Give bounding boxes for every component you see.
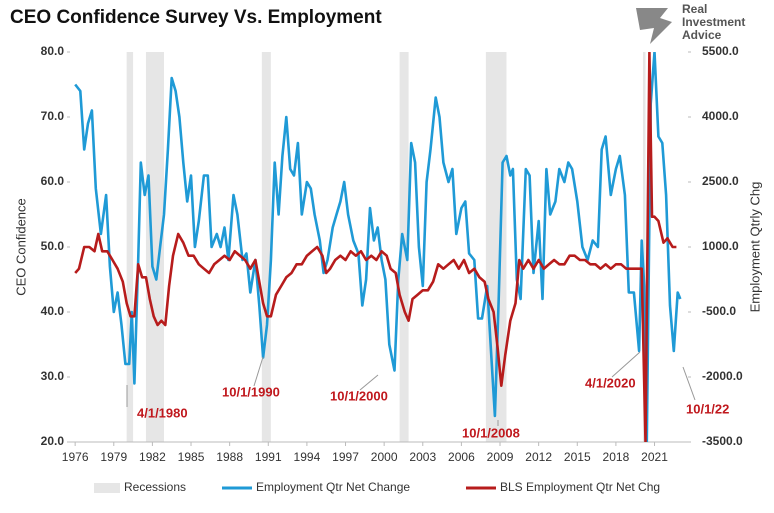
x-tick-label: 1991	[255, 450, 282, 464]
x-tick-label: 2003	[409, 450, 436, 464]
x-tick-label: 1982	[139, 450, 166, 464]
y2-tick-label: 1000.0	[702, 239, 739, 253]
chart-title: CEO Confidence Survey Vs. Employment	[10, 7, 382, 28]
y-tick-label: 60.0	[41, 174, 65, 188]
annotation: 10/1/2008	[462, 425, 520, 440]
y-tick-label: 40.0	[41, 304, 65, 318]
legend-label: Recessions	[124, 480, 186, 494]
y-tick-label: 50.0	[41, 239, 65, 253]
annotation: 10/1/2000	[330, 388, 388, 403]
y2-tick-label: -3500.0	[702, 434, 743, 448]
series-line	[74, 52, 677, 442]
legend-label: BLS Employment Qtr Net Chg	[500, 480, 660, 494]
x-tick-label: 2015	[564, 450, 591, 464]
x-tick-label: 1979	[100, 450, 127, 464]
legend-label: Employment Qtr Net Change	[256, 480, 410, 494]
annotation-leader	[359, 374, 379, 391]
logo-text: Investment	[682, 15, 745, 29]
annotation-leader	[682, 366, 696, 401]
annotation: 10/1/22	[686, 401, 729, 416]
x-tick-label: 2009	[487, 450, 514, 464]
y-tick-label: 20.0	[41, 434, 65, 448]
y-axis-label: CEO Confidence	[13, 198, 28, 296]
annotation-leader	[611, 351, 641, 378]
annotation: 4/1/2020	[585, 375, 636, 390]
y2-tick-label: -500.0	[702, 304, 736, 318]
logo-text: Advice	[682, 28, 722, 42]
y-tick-label: 30.0	[41, 369, 65, 383]
logo: Real Investment Advice	[636, 2, 745, 44]
y-tick-label: 70.0	[41, 109, 65, 123]
recession-band	[145, 52, 164, 442]
annotation: 10/1/1990	[222, 384, 280, 399]
x-tick-label: 1976	[62, 450, 89, 464]
logo-text: Real	[682, 2, 707, 16]
y2-tick-label: -2000.0	[702, 369, 743, 383]
y2-tick-label: 2500.0	[702, 174, 739, 188]
recession-band	[261, 52, 271, 442]
x-tick-label: 2021	[641, 450, 668, 464]
x-tick-label: 2000	[371, 450, 398, 464]
annotation: 4/1/1980	[137, 405, 188, 420]
legend-swatch	[94, 483, 120, 493]
x-tick-label: 1994	[294, 450, 321, 464]
annotation-leader	[253, 356, 264, 387]
x-tick-label: 2006	[448, 450, 475, 464]
recession-band	[126, 52, 134, 442]
x-tick-label: 1985	[178, 450, 205, 464]
recession-band	[642, 52, 646, 442]
logo-icon	[636, 8, 672, 44]
x-tick-label: 2018	[603, 450, 630, 464]
x-tick-label: 1997	[332, 450, 359, 464]
series-line	[74, 52, 682, 442]
x-tick-label: 2012	[525, 450, 552, 464]
x-tick-label: 1988	[216, 450, 243, 464]
y2-axis-label: Employment Qtrly Chg	[747, 182, 762, 313]
y2-tick-label: 5500.0	[702, 44, 739, 58]
y2-tick-label: 4000.0	[702, 109, 739, 123]
y-tick-label: 80.0	[41, 44, 65, 58]
